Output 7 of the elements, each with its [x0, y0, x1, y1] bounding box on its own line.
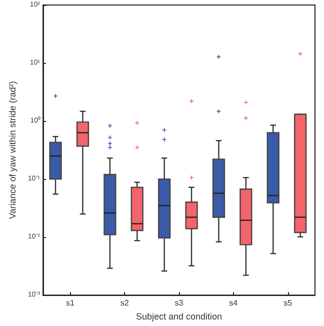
- x-tick-label: s2: [120, 298, 130, 308]
- x-tick-label: s5: [284, 298, 293, 308]
- x-tick-label: s1: [66, 298, 75, 308]
- y-axis-title: Variance of yaw within stride (rad²): [8, 81, 18, 219]
- x-axis-title: Subject and condition: [136, 312, 222, 322]
- x-tick-label: s4: [229, 298, 238, 308]
- x-tick-label: s3: [174, 298, 184, 308]
